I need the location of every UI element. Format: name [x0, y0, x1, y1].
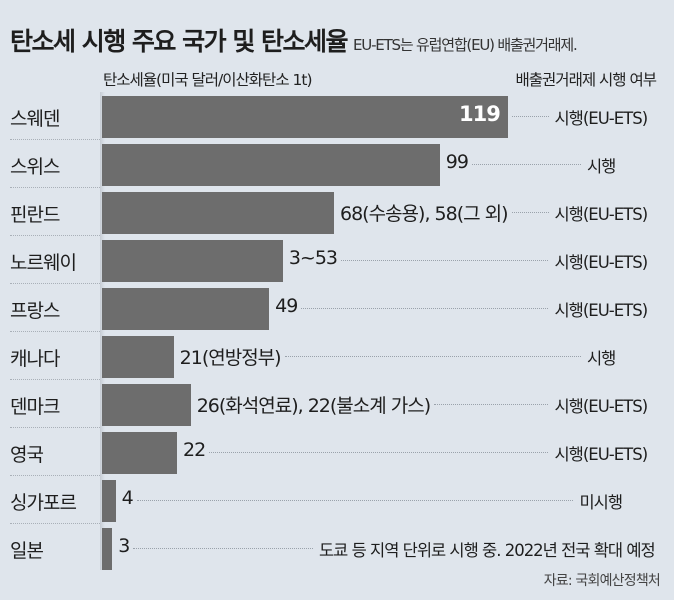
axis-line [100, 92, 105, 570]
bar-row: 프랑스 49 시행(EU-ETS) [0, 284, 674, 332]
subtitle: EU-ETS는 유럽연합(EU) 배출권거래제. [353, 36, 578, 54]
row-separator [10, 427, 100, 428]
row-separator [10, 331, 100, 332]
value-label: 22 [183, 439, 206, 461]
bar-row: 스위스 99 시행 [0, 140, 674, 188]
leader-line [512, 212, 549, 213]
bar [102, 480, 116, 522]
bar-row: 일본 3 도쿄 등 지역 단위로 시행 중. 2022년 전국 확대 예정 [0, 524, 674, 572]
leader-line [340, 260, 549, 261]
status-label: 시행(EU-ETS) [554, 205, 649, 224]
status-label: 미시행 [579, 493, 624, 512]
leader-line [301, 308, 549, 309]
row-separator [10, 283, 100, 284]
row-separator [10, 187, 100, 188]
bar-row: 덴마크 26(화석연료), 22(불소계 가스) 시행(EU-ETS) [0, 380, 674, 428]
status-label: 시행(EU-ETS) [554, 445, 649, 464]
leader-line [136, 500, 574, 501]
category-label: 프랑스 [10, 300, 60, 322]
row-separator [10, 379, 100, 380]
value-label: 3~53 [288, 247, 338, 269]
chart-title: 탄소세 시행 주요 국가 및 탄소세율 EU-ETS는 유럽연합(EU) 배출권거… [10, 22, 578, 58]
category-label: 노르웨이 [10, 252, 77, 274]
bar-row: 노르웨이 3~53 시행(EU-ETS) [0, 236, 674, 284]
category-label: 영국 [10, 444, 44, 466]
category-label: 스위스 [10, 156, 60, 178]
bar-row: 영국 22 시행(EU-ETS) [0, 428, 674, 476]
row-separator [10, 475, 100, 476]
source-note: 자료: 국회예산정책처 [543, 573, 661, 589]
value-header: 탄소세율(미국 달러/이산화탄소 1t) [103, 71, 312, 89]
value-label: 68(수송용), 58(그 외) [340, 203, 509, 225]
title-text: 탄소세 시행 주요 국가 및 탄소세율 [10, 27, 349, 56]
bar [102, 96, 508, 138]
bar-row: 싱가포르 4 미시행 [0, 476, 674, 524]
category-label: 핀란드 [10, 204, 60, 226]
row-separator [10, 235, 100, 236]
bar [102, 384, 191, 426]
row-separator [10, 139, 100, 140]
value-label: 26(화석연료), 22(불소계 가스) [196, 395, 431, 417]
row-separator [10, 523, 100, 524]
status-label: 시행(EU-ETS) [554, 109, 649, 128]
bar [102, 240, 283, 282]
category-label: 캐나다 [10, 348, 60, 370]
status-label: 도쿄 등 지역 단위로 시행 중. 2022년 전국 확대 예정 [319, 541, 656, 560]
value-label: 4 [121, 487, 134, 509]
bar [102, 528, 113, 570]
bar [102, 336, 174, 378]
status-label: 시행(EU-ETS) [554, 253, 649, 272]
bar-row: 핀란드 68(수송용), 58(그 외) 시행(EU-ETS) [0, 188, 674, 236]
bar [102, 192, 334, 234]
leader-line [433, 404, 549, 405]
category-label: 일본 [10, 540, 44, 562]
leader-line [471, 164, 581, 165]
leader-line [512, 116, 549, 117]
value-label: 21(연방정부) [179, 347, 282, 369]
bar [102, 432, 178, 474]
leader-line [133, 548, 313, 549]
status-label: 시행(EU-ETS) [554, 301, 649, 320]
value-label: 99 [445, 151, 469, 173]
value-label: 49 [275, 295, 298, 317]
status-label: 시행(EU-ETS) [554, 397, 649, 416]
value-label: 119 [459, 102, 501, 126]
bar-row: 스웨덴 119 시행(EU-ETS) [0, 92, 674, 140]
category-label: 싱가포르 [10, 492, 77, 514]
bar [102, 288, 270, 330]
status-label: 시행 [587, 157, 616, 176]
leader-line [284, 356, 581, 357]
category-label: 스웨덴 [10, 108, 60, 130]
bar-row: 캐나다 21(연방정부) 시행 [0, 332, 674, 380]
leader-line [209, 452, 549, 453]
category-label: 덴마크 [10, 396, 60, 418]
bar [102, 144, 440, 186]
value-label: 3 [118, 535, 130, 557]
status-header: 배출권거래제 시행 여부 [515, 71, 657, 89]
status-label: 시행 [587, 349, 616, 368]
